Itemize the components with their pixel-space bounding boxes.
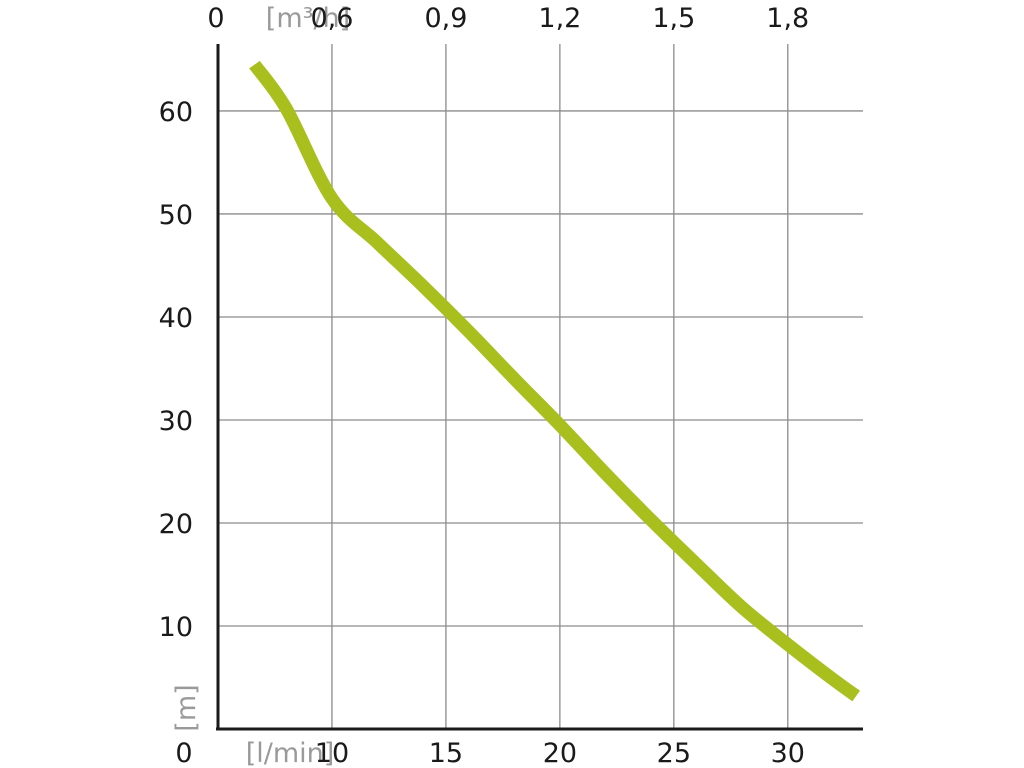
y-tick-label: 20 <box>159 509 193 540</box>
x-tick-label: 20 <box>543 738 577 768</box>
x-tick-label: 30 <box>771 738 805 768</box>
x-top-axis-unit-label: [m³/h] <box>266 3 350 34</box>
y-tick-label: 60 <box>159 97 193 128</box>
labels: 0 0 [l/min] [m³/h] [m] 10 15 20 25 30 0,6 0,9 1… <box>159 3 810 768</box>
y-tick-label: 30 <box>159 406 193 437</box>
y-tick-label: 10 <box>159 612 193 643</box>
y-tick-label: 40 <box>159 303 193 334</box>
x-top-tick-label: 0,9 <box>424 3 467 34</box>
x-top-tick-label: 1,2 <box>538 3 581 34</box>
grid <box>218 44 863 729</box>
series-layer <box>249 60 860 702</box>
x-top-origin-label: 0 <box>207 3 224 34</box>
x-tick-label: 25 <box>657 738 691 768</box>
x-axis-unit-label: [l/min] <box>246 738 335 768</box>
y-tick-label: 50 <box>159 200 193 231</box>
series-line <box>249 60 860 702</box>
x-top-tick-label: 1,8 <box>766 3 809 34</box>
x-tick-label: 10 <box>315 738 349 768</box>
x-tick-label: 15 <box>429 738 463 768</box>
axes <box>216 44 863 731</box>
x-top-tick-label: 1,5 <box>652 3 695 34</box>
y-axis-unit-label: [m] <box>171 684 202 731</box>
x-top-tick-label: 0,6 <box>310 3 353 34</box>
x-origin-label: 0 <box>175 738 192 768</box>
